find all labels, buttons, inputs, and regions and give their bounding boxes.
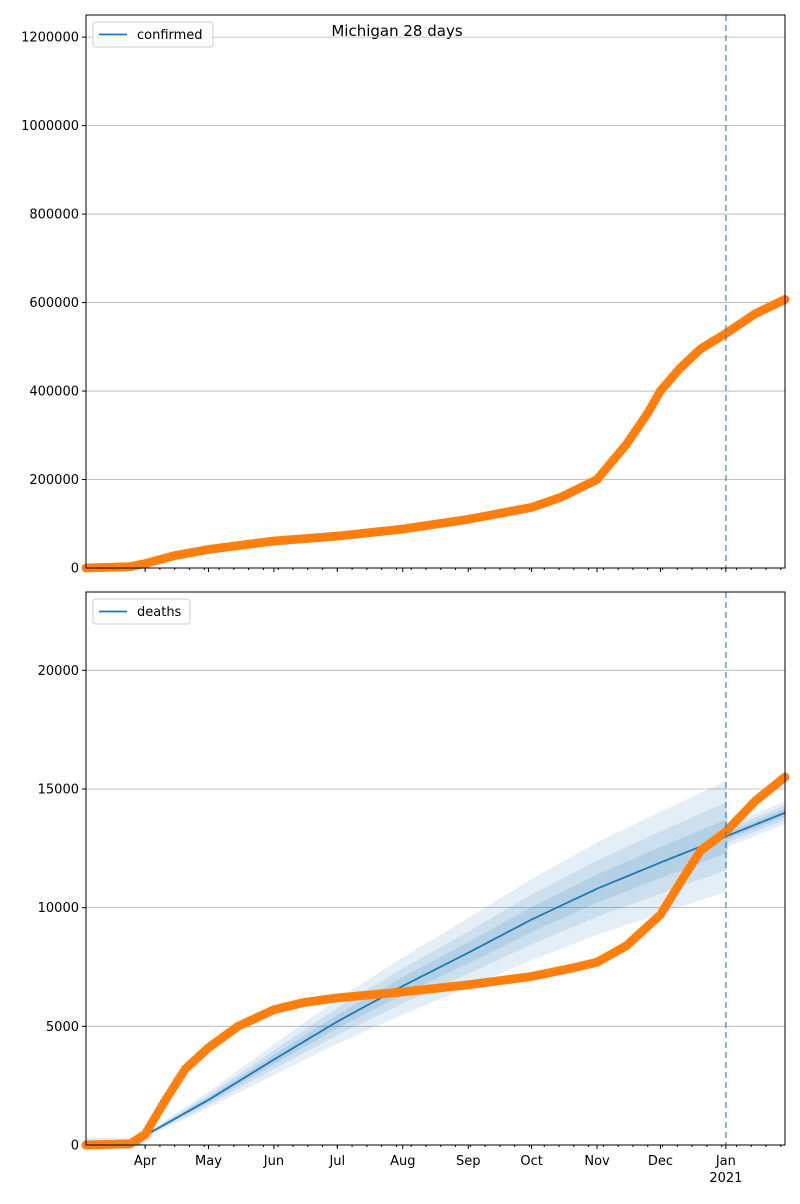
model-median-line <box>136 811 786 1146</box>
x-tick-label: Nov <box>584 1154 610 1169</box>
model-band-middle <box>86 802 785 1145</box>
deaths-axes: 0 5000 10000 15000 20000 Apr May Jun Jul Aug Sep Oc… <box>38 591 790 1186</box>
y-tick-label: 0 <box>71 1139 79 1154</box>
legend-label: confirmed <box>137 28 203 43</box>
y-tick-label: 800000 <box>29 208 79 223</box>
legend-box <box>92 21 214 48</box>
y-tick-label: 15000 <box>38 782 79 797</box>
confirmed-axes: 0 200000 400000 600000 800000 1000000 1200000 c… <box>21 14 790 577</box>
legend-label: deaths <box>137 605 182 620</box>
y-tick-label: 5000 <box>46 1020 79 1035</box>
x-tick-label: Dec <box>648 1154 673 1169</box>
legend-box <box>92 598 191 625</box>
y-tick-label: 1200000 <box>21 31 79 46</box>
model-band-outer <box>86 780 785 1145</box>
y-tick-label: 20000 <box>38 664 79 679</box>
y-tick-label: 600000 <box>29 296 79 311</box>
axes-frame <box>85 14 786 569</box>
x-tick-label: May <box>195 1154 222 1169</box>
x-tick-label: Jan <box>715 1154 736 1169</box>
axes-frame <box>85 591 786 1146</box>
x-tick-label: Apr <box>134 1154 157 1169</box>
y-tick-label: 10000 <box>38 901 79 916</box>
x-tick-label: Jul <box>328 1154 345 1169</box>
y-tick-label: 400000 <box>29 385 79 400</box>
x-tick-label: Aug <box>390 1154 415 1169</box>
x-tick-label: Oct <box>520 1154 542 1169</box>
x-tick-label: Jun <box>263 1154 284 1169</box>
y-tick-label: 1000000 <box>21 119 79 134</box>
y-tick-label: 200000 <box>29 473 79 488</box>
x-tick-label: Sep <box>456 1154 481 1169</box>
x-year-label: 2021 <box>709 1171 742 1186</box>
chart-title: Michigan 28 days <box>331 22 462 40</box>
y-tick-label: 0 <box>71 562 79 577</box>
model-band-inner <box>86 809 785 1145</box>
